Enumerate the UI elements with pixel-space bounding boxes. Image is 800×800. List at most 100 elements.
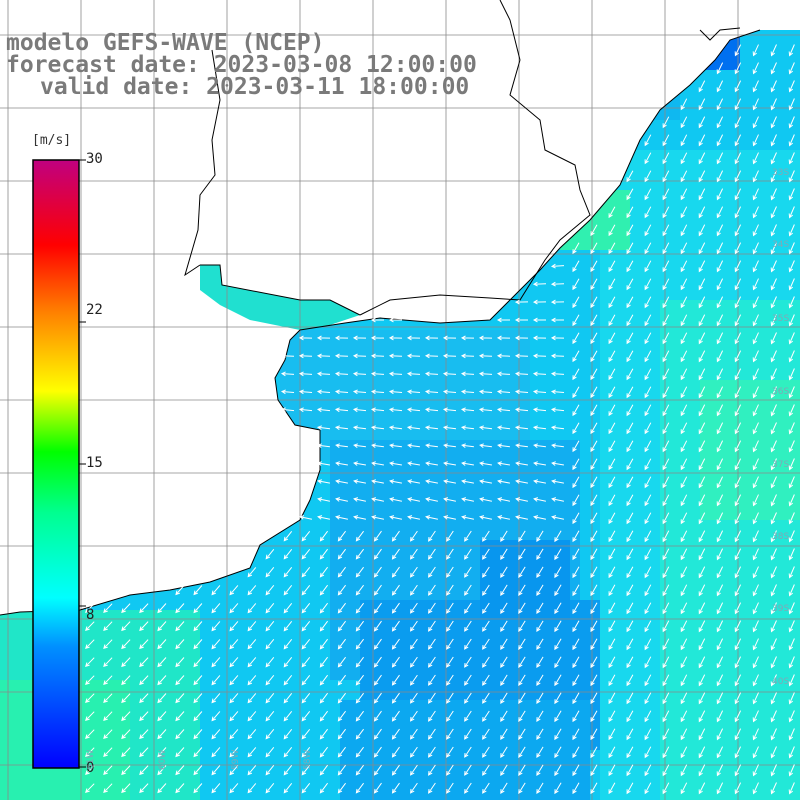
wind-arrow — [716, 494, 724, 507]
wind-arrow — [388, 407, 403, 413]
wind-arrow — [103, 621, 113, 632]
wind-arrow — [479, 497, 492, 502]
wind-arrow — [550, 407, 565, 413]
wind-arrow — [157, 783, 167, 794]
wind-arrow — [283, 620, 293, 632]
wind-arrow — [590, 350, 598, 363]
wind-arrow — [752, 692, 759, 705]
wind-arrow — [371, 497, 384, 502]
wind-arrow — [788, 80, 795, 93]
wind-arrow — [752, 350, 759, 363]
wind-arrow — [752, 98, 759, 111]
wind-arrow — [716, 656, 724, 669]
wind-arrow — [175, 765, 185, 776]
wind-arrow — [500, 656, 508, 668]
wind-arrow — [770, 530, 777, 543]
wind-arrow — [482, 674, 490, 686]
wind-arrow — [211, 747, 221, 758]
wind-arrow — [716, 278, 724, 291]
wind-arrow — [734, 224, 742, 237]
wind-arrow — [464, 746, 472, 758]
wind-arrow — [442, 389, 457, 395]
wind-arrow — [752, 278, 759, 291]
wind-arrow — [716, 746, 724, 759]
wind-arrow — [626, 728, 634, 741]
wind-arrow — [752, 728, 759, 741]
lat-label: 39S — [772, 604, 790, 614]
wind-arrow — [752, 710, 759, 723]
wind-arrow — [572, 782, 580, 795]
wind-arrow — [680, 98, 688, 111]
wind-arrow — [752, 638, 759, 651]
wind-arrow — [247, 639, 257, 650]
wind-arrow — [442, 353, 457, 359]
wind-arrow — [770, 602, 777, 615]
wind-arrow — [446, 746, 454, 758]
lat-label: 35S — [772, 314, 790, 324]
wind-arrow — [301, 530, 311, 542]
wind-arrow — [446, 782, 454, 794]
wind-arrow — [698, 152, 706, 165]
wind-arrow — [103, 783, 113, 794]
wind-arrow — [316, 389, 331, 395]
wind-arrow — [514, 299, 529, 305]
wind-arrow — [662, 332, 670, 345]
wind-arrow — [478, 335, 493, 341]
wind-arrow — [626, 566, 634, 579]
wind-arrow — [461, 443, 474, 448]
wind-arrow — [752, 602, 759, 615]
wind-arrow — [482, 602, 490, 614]
wind-arrow — [590, 494, 598, 507]
wind-arrow — [407, 515, 421, 520]
wind-arrow — [698, 710, 706, 723]
wind-arrow — [788, 422, 795, 435]
wind-arrow — [265, 746, 275, 758]
wind-arrow — [788, 134, 795, 147]
wind-arrow — [680, 710, 688, 723]
wind-arrow — [464, 548, 472, 560]
wind-arrow — [716, 692, 724, 705]
wind-arrow — [662, 710, 670, 723]
wind-arrow — [85, 729, 95, 740]
wind-arrow — [716, 80, 724, 93]
wind-arrow — [536, 656, 544, 669]
wind-arrow — [301, 602, 311, 614]
wind-arrow — [337, 764, 346, 776]
wind-arrow — [680, 386, 688, 399]
wind-arrow — [752, 530, 759, 543]
wind-arrow — [265, 566, 275, 578]
wind-arrow — [446, 764, 454, 776]
wind-arrow — [551, 443, 564, 448]
wind-arrow — [770, 494, 777, 507]
wind-arrow — [193, 621, 203, 632]
wind-arrow — [301, 710, 311, 722]
wind-arrow — [698, 206, 706, 219]
wind-arrow — [716, 710, 724, 723]
wind-arrow — [518, 638, 526, 651]
wind-arrow — [482, 530, 490, 542]
wind-arrow — [532, 335, 547, 341]
wind-arrow — [716, 602, 724, 615]
wind-arrow — [608, 512, 616, 525]
wind-arrow — [337, 548, 346, 560]
wind-arrow — [770, 404, 777, 417]
wind-arrow — [698, 314, 706, 327]
wind-arrow — [532, 353, 547, 359]
wind-arrow — [391, 548, 400, 560]
wind-arrow — [443, 461, 456, 466]
wind-arrow — [680, 134, 688, 147]
wind-arrow — [247, 693, 257, 704]
lon-label: 59W — [231, 749, 241, 770]
wind-arrow — [716, 98, 724, 111]
wind-arrow — [446, 638, 454, 650]
wind-arrow — [301, 638, 311, 650]
wind-arrow — [551, 497, 564, 502]
wind-arrow — [572, 296, 580, 309]
wind-arrow — [644, 134, 652, 147]
wind-arrow — [536, 530, 544, 543]
wind-arrow — [770, 728, 777, 741]
wind-arrow — [662, 494, 670, 507]
wind-arrow — [139, 765, 149, 776]
wind-arrow — [626, 548, 634, 561]
wind-arrow — [193, 657, 203, 668]
